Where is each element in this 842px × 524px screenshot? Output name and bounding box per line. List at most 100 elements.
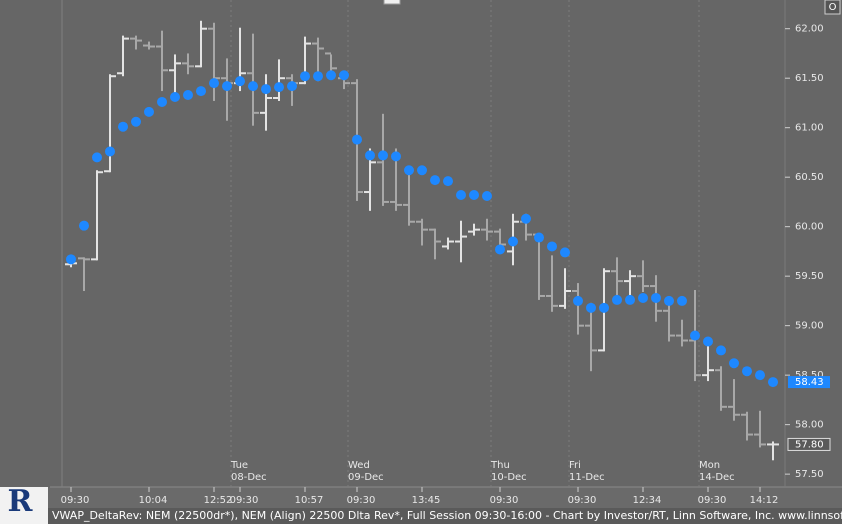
vwap-dot [313,71,323,82]
vwap-dot [131,116,141,127]
y-tick-label: 60.50 [795,172,824,183]
x-tick-label: 14:12 [750,495,779,506]
vwap-dot [261,84,271,95]
vwap-dot [430,175,440,186]
vwap-dot [404,165,414,176]
vwap-dot [118,121,128,132]
vwap-dot [495,244,505,255]
vwap-dot [716,345,726,356]
vwap-dot [638,292,648,303]
vwap-dot [573,295,583,306]
vwap-dot [196,86,206,97]
vwap-dot [157,96,167,107]
day-date: 11-Dec [569,472,605,483]
vwap-dot [651,292,661,303]
vwap-dot [417,165,427,176]
day-name: Wed [348,460,370,471]
vwap-dot [248,81,258,92]
vwap-dot [378,150,388,161]
vwap-dot [170,92,180,103]
x-tick-label: 10:57 [295,495,324,506]
day-name: Mon [699,460,720,471]
last-price-tag [787,437,831,451]
day-date: 09-Dec [348,472,384,483]
x-tick-label: 12:34 [633,495,662,506]
x-tick-label: 09:30 [61,495,90,506]
vwap-dot [79,220,89,231]
day-date: 14-Dec [699,472,735,483]
vwap-dot [729,358,739,369]
footer-text: VWAP_DeltaRev: NEM (22500dr*), NEM (Alig… [52,509,842,522]
vwap-dot [300,71,310,82]
top-handle[interactable] [383,0,401,5]
vwap-dot [612,294,622,305]
vwap-tag [788,376,830,389]
vwap-dot [482,190,492,201]
x-tick-label: 12:52 [204,495,233,506]
y-tick-label: 60.00 [795,222,824,233]
vwap-dot [521,213,531,224]
x-tick-label: 10:04 [139,495,168,506]
vwap-dot [274,82,284,93]
vwap-dot [755,370,765,381]
vwap-dot [105,146,115,157]
vwap-dot [508,236,518,247]
vwap-dot [92,152,102,163]
vwap-dot [326,70,336,81]
y-tick-label: 57.50 [795,469,824,480]
day-date: 08-Dec [231,472,267,483]
vwap-dot [547,241,557,252]
vwap-dot [586,302,596,313]
vwap-dot [560,247,570,258]
time-axis-band [0,487,842,508]
day-date: 10-Dec [491,472,527,483]
vwap-dot [365,150,375,161]
vwap-dot [339,70,349,81]
corner-button[interactable] [824,0,841,15]
day-name: Thu [490,460,510,471]
vwap-dot [742,366,752,377]
x-tick-label: 09:30 [490,495,519,506]
y-tick-label: 59.50 [795,271,824,282]
y-tick-label: 61.50 [795,73,824,84]
vwap-dot [235,76,245,87]
footer-band [0,508,842,524]
logo: R [8,484,34,519]
day-name: Tue [230,460,248,471]
vwap-dot [690,330,700,341]
vwap-dot [183,90,193,101]
vwap-dot [443,176,453,187]
vwap-dot [768,377,778,388]
x-tick-label: 09:30 [568,495,597,506]
corner-button-label[interactable]: O [829,2,837,13]
last-price-label: 57.80 [795,439,824,450]
y-tick-label: 62.00 [795,24,824,35]
vwap-dot [677,295,687,306]
vwap-dot [469,189,479,200]
y-tick-label: 58.00 [795,420,824,431]
y-tick-label: 61.00 [795,123,824,134]
vwap-dot [222,81,232,92]
day-name: Fri [569,460,581,471]
vwap-dot [352,134,362,145]
x-tick-label: 09:30 [230,495,259,506]
vwap-dot [625,294,635,305]
vwap-dot [703,336,713,347]
x-tick-label: 09:30 [347,495,376,506]
vwap-dot [534,232,544,243]
vwap-dot [66,254,76,265]
vwap-dot [664,295,674,306]
logo-box [0,487,48,524]
vwap-dot [287,81,297,92]
x-tick-label: 13:45 [412,495,441,506]
vwap-tag-label: 58.43 [795,377,824,388]
vwap-dot [144,106,154,117]
vwap-dot [456,189,466,200]
y-tick-label: 58.50 [795,370,824,381]
vwap-dot [209,78,219,89]
vwap-dot [599,302,609,313]
y-tick-label: 59.00 [795,321,824,332]
